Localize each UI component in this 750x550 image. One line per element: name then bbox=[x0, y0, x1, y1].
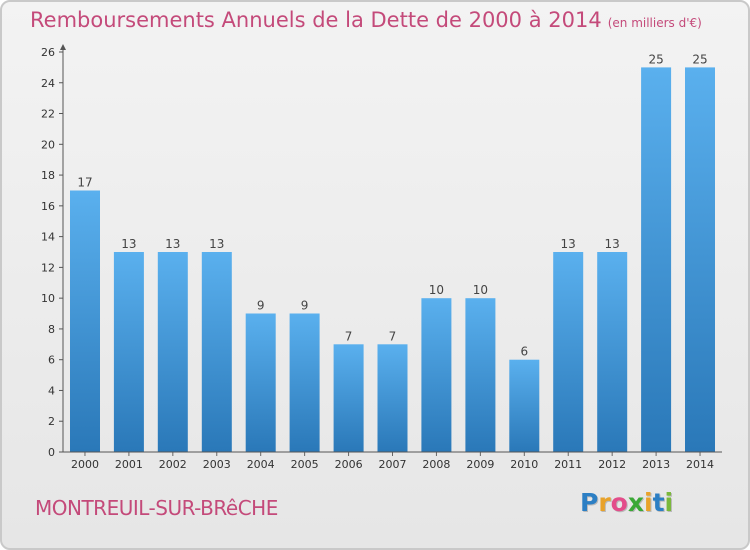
title-text: Remboursements Annuels de la Dette de 20… bbox=[30, 8, 602, 32]
x-tick-label-2013: 2013 bbox=[642, 458, 670, 471]
x-tick-label-2002: 2002 bbox=[159, 458, 187, 471]
proxiti-logo: Proxiti bbox=[580, 488, 673, 517]
y-tick-label-18: 18 bbox=[41, 169, 55, 182]
bar-2008 bbox=[421, 298, 452, 452]
x-tick-label-2010: 2010 bbox=[510, 458, 538, 471]
bars-group: 17 13 13 13 9 9 7 7 10 10 6 13 13 25 25 bbox=[70, 52, 715, 453]
axes-group: 2000 2001 2002 2003 2004 2005 2006 2007 2008 2009… bbox=[41, 44, 722, 471]
y-tick-label-14: 14 bbox=[41, 231, 55, 244]
logo-letter: t bbox=[652, 488, 665, 517]
bar-2004 bbox=[245, 313, 276, 452]
x-tick-label-2009: 2009 bbox=[466, 458, 494, 471]
bar-2005 bbox=[289, 313, 320, 452]
y-tick-label-4: 4 bbox=[48, 385, 55, 398]
data-label-2013: 25 bbox=[648, 52, 663, 66]
bar-2014 bbox=[685, 67, 715, 453]
bar-2003 bbox=[201, 252, 232, 452]
x-tick-label-2008: 2008 bbox=[422, 458, 450, 471]
x-tick-label-2011: 2011 bbox=[554, 458, 582, 471]
bar-2001 bbox=[113, 252, 144, 452]
x-tick-label-2006: 2006 bbox=[335, 458, 363, 471]
y-tick-label-24: 24 bbox=[41, 77, 55, 90]
data-label-2009: 10 bbox=[473, 283, 488, 297]
data-label-2004: 9 bbox=[257, 299, 265, 313]
data-label-2002: 13 bbox=[165, 237, 180, 251]
data-label-2014: 25 bbox=[692, 52, 707, 66]
y-tick-label-20: 20 bbox=[41, 138, 55, 151]
y-tick-label-16: 16 bbox=[41, 200, 55, 213]
bar-2007 bbox=[377, 344, 408, 452]
logo-letter: i bbox=[664, 488, 674, 517]
logo-letter: r bbox=[598, 488, 611, 517]
x-tick-label-2000: 2000 bbox=[71, 458, 99, 471]
y-tick-label-10: 10 bbox=[41, 292, 55, 305]
data-label-2011: 13 bbox=[561, 237, 576, 251]
logo-letter: P bbox=[580, 488, 599, 517]
bar-2012 bbox=[597, 252, 628, 452]
x-tick-label-2012: 2012 bbox=[598, 458, 626, 471]
x-tick-label-2004: 2004 bbox=[247, 458, 275, 471]
data-label-2006: 7 bbox=[345, 329, 353, 343]
data-label-2012: 13 bbox=[605, 237, 620, 251]
logo-letter: x bbox=[627, 488, 644, 517]
bar-2006 bbox=[333, 344, 364, 452]
logo-letter: o bbox=[610, 488, 628, 517]
y-axis-arrow bbox=[60, 44, 66, 50]
y-tick-label-22: 22 bbox=[41, 108, 55, 121]
x-tick-label-2003: 2003 bbox=[203, 458, 231, 471]
bar-2002 bbox=[157, 252, 188, 452]
data-label-2010: 6 bbox=[520, 345, 528, 359]
x-tick-label-2005: 2005 bbox=[291, 458, 319, 471]
y-tick-label-8: 8 bbox=[48, 323, 55, 336]
y-tick-label-6: 6 bbox=[48, 354, 55, 367]
y-tick-label-26: 26 bbox=[41, 46, 55, 59]
x-tick-label-2007: 2007 bbox=[379, 458, 407, 471]
bar-2009 bbox=[465, 298, 496, 452]
y-tick-label-12: 12 bbox=[41, 261, 55, 274]
bar-2013 bbox=[641, 67, 672, 453]
bar-2011 bbox=[553, 252, 584, 452]
data-label-2000: 17 bbox=[77, 176, 92, 190]
x-tick-label-2001: 2001 bbox=[115, 458, 143, 471]
y-tick-label-2: 2 bbox=[48, 415, 55, 428]
bar-2010 bbox=[509, 359, 540, 452]
y-tick-label-0: 0 bbox=[48, 446, 55, 459]
data-label-2001: 13 bbox=[121, 237, 136, 251]
place-name: MONTREUIL-SUR-BRêCHE bbox=[35, 496, 278, 520]
title-unit: (en milliers d'€) bbox=[607, 16, 702, 30]
logo-letter: i bbox=[644, 488, 653, 517]
x-tick-label-2014: 2014 bbox=[686, 458, 714, 471]
data-label-2008: 10 bbox=[429, 283, 444, 297]
bar-2000 bbox=[70, 190, 100, 452]
data-label-2003: 13 bbox=[209, 237, 224, 251]
data-label-2007: 7 bbox=[389, 329, 397, 343]
chart-title: Remboursements Annuels de la Dette de 20… bbox=[30, 8, 702, 32]
data-label-2005: 9 bbox=[301, 299, 309, 313]
